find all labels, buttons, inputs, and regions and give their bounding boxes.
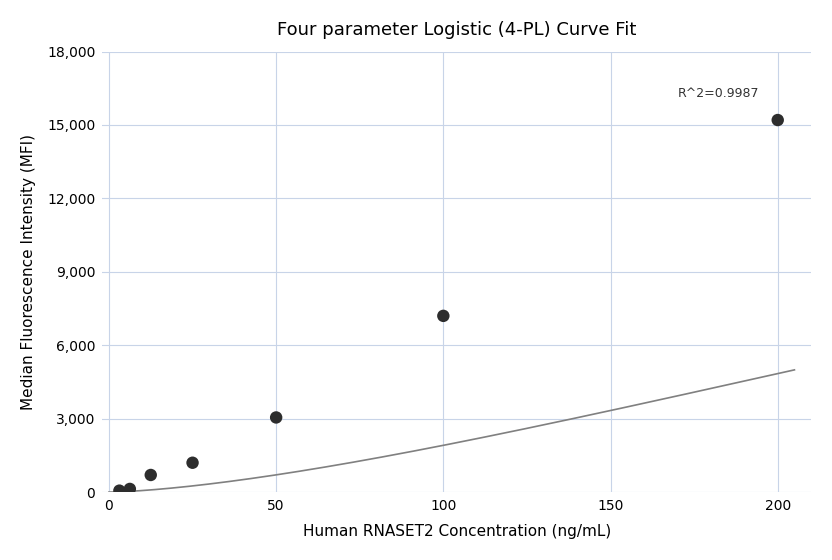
Point [144, 470, 157, 479]
Point [113, 486, 126, 495]
Title: Four parameter Logistic (4-PL) Curve Fit: Four parameter Logistic (4-PL) Curve Fit [277, 21, 636, 39]
Point [437, 311, 450, 320]
Point [186, 458, 199, 467]
Point [270, 413, 283, 422]
Text: R^2=0.9987: R^2=0.9987 [677, 87, 759, 100]
X-axis label: Human RNASET2 Concentration (ng/mL): Human RNASET2 Concentration (ng/mL) [303, 524, 611, 539]
Point [123, 484, 136, 493]
Point [771, 115, 785, 124]
Y-axis label: Median Fluorescence Intensity (MFI): Median Fluorescence Intensity (MFI) [21, 134, 36, 410]
